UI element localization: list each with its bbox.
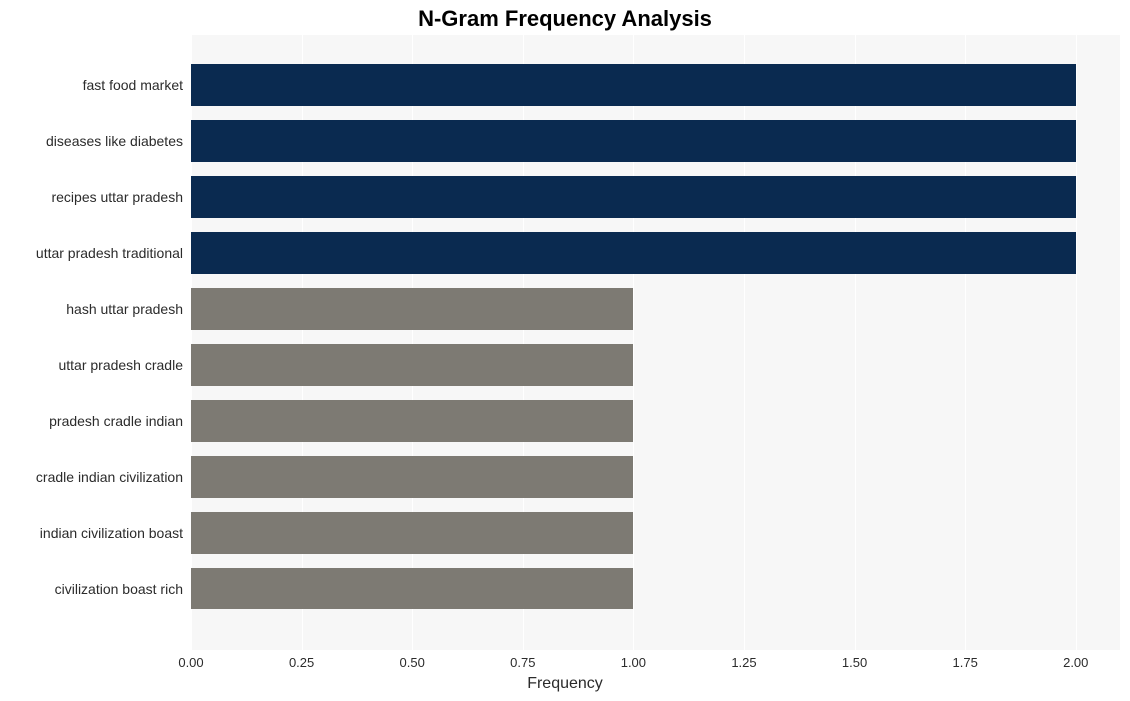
y-tick-label: recipes uttar pradesh: [0, 190, 183, 204]
bar: [191, 400, 633, 442]
y-tick-label: diseases like diabetes: [0, 134, 183, 148]
x-tick-label: 2.00: [1063, 655, 1088, 670]
ngram-frequency-chart: N-Gram Frequency Analysis fast food mark…: [0, 0, 1130, 701]
bar: [191, 568, 633, 610]
bar: [191, 64, 1076, 106]
chart-title: N-Gram Frequency Analysis: [0, 6, 1130, 32]
y-tick-label: pradesh cradle indian: [0, 414, 183, 428]
bar: [191, 456, 633, 498]
bar: [191, 120, 1076, 162]
bar: [191, 176, 1076, 218]
bar: [191, 288, 633, 330]
x-axis-title: Frequency: [0, 675, 1130, 693]
x-tick-label: 0.00: [178, 655, 203, 670]
plot-area: [191, 35, 1120, 650]
x-tick-label: 1.00: [621, 655, 646, 670]
gridline: [1076, 35, 1077, 650]
x-tick-label: 0.25: [289, 655, 314, 670]
x-tick-label: 1.75: [953, 655, 978, 670]
bar: [191, 344, 633, 386]
y-tick-label: civilization boast rich: [0, 582, 183, 596]
x-tick-label: 0.50: [400, 655, 425, 670]
y-tick-label: uttar pradesh traditional: [0, 246, 183, 260]
bar: [191, 232, 1076, 274]
y-tick-label: fast food market: [0, 78, 183, 92]
y-tick-label: indian civilization boast: [0, 526, 183, 540]
y-tick-label: cradle indian civilization: [0, 470, 183, 484]
bar: [191, 512, 633, 554]
y-tick-label: uttar pradesh cradle: [0, 358, 183, 372]
x-tick-label: 1.25: [731, 655, 756, 670]
y-tick-label: hash uttar pradesh: [0, 302, 183, 316]
x-tick-label: 1.50: [842, 655, 867, 670]
x-tick-label: 0.75: [510, 655, 535, 670]
